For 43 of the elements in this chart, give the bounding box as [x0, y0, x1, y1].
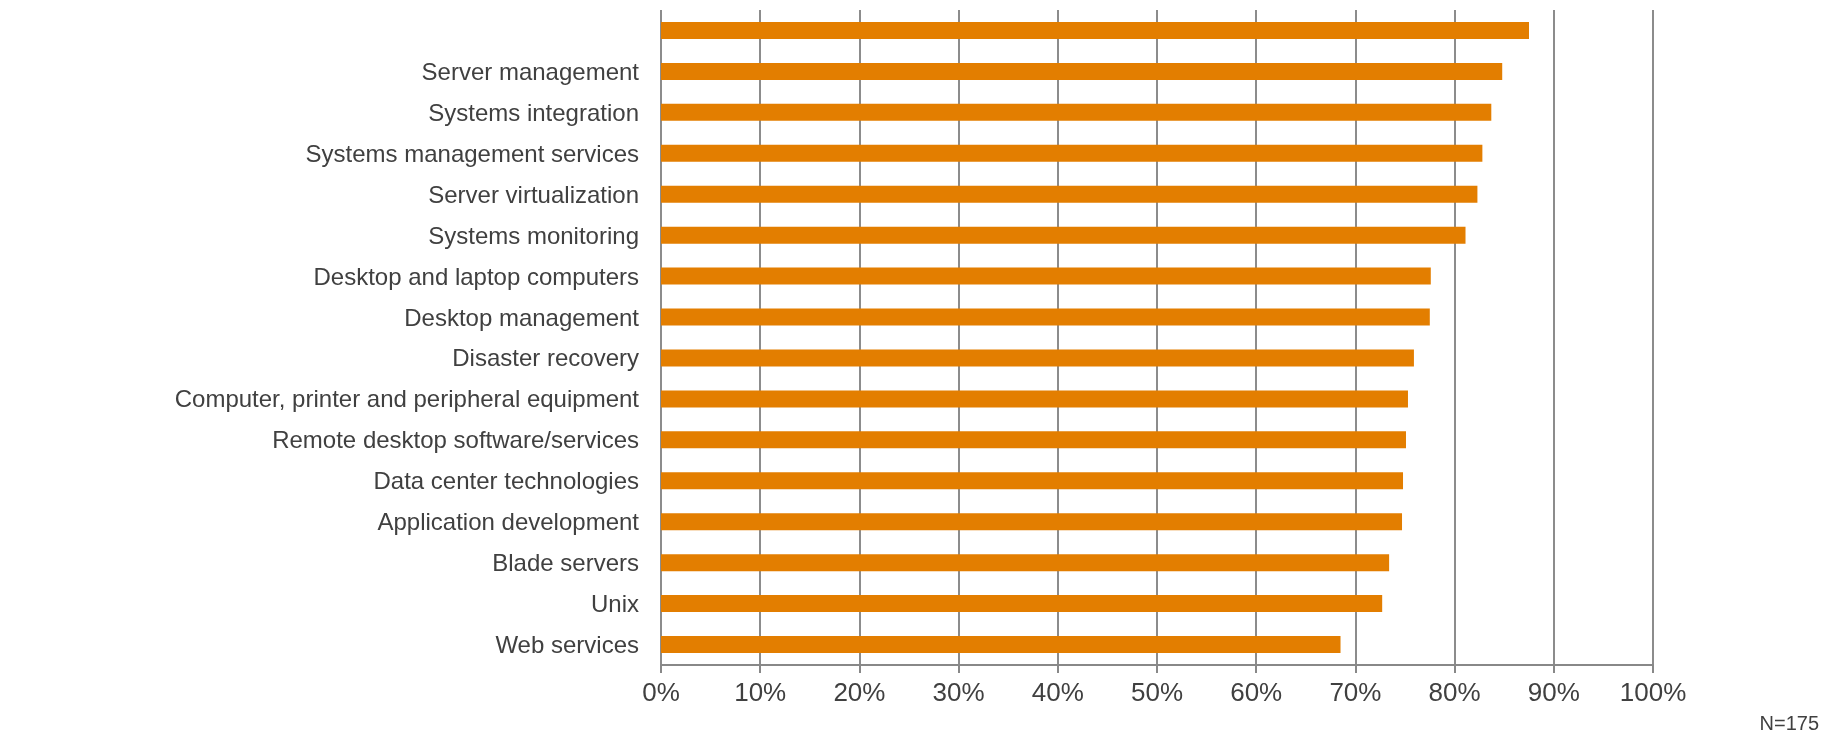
y-tick-label: Web services — [495, 631, 639, 659]
x-tick-label: 0% — [642, 677, 680, 707]
y-tick-label: Application development — [377, 508, 640, 536]
bar — [661, 554, 1390, 572]
y-tick-label: Blade servers — [492, 549, 639, 577]
bar — [661, 62, 1503, 80]
bar — [661, 267, 1431, 285]
y-tick-label: Data center technologies — [373, 467, 639, 495]
bar — [661, 431, 1406, 449]
bar — [661, 308, 1430, 326]
y-tick-label: Systems monitoring — [428, 221, 639, 249]
y-tick-label: Computer, printer and peripheral equipment — [174, 385, 640, 413]
x-tick-label: 60% — [1230, 677, 1283, 707]
x-tick-label: 70% — [1329, 677, 1382, 707]
bar — [661, 472, 1404, 490]
x-tick-label: 30% — [932, 677, 985, 707]
y-tick-label: Remote desktop software/services — [272, 426, 639, 454]
x-tick-label: 20% — [833, 677, 886, 707]
y-tick-label: Desktop management — [404, 303, 640, 331]
bar — [661, 595, 1383, 613]
bar — [661, 185, 1478, 203]
bar — [661, 103, 1492, 121]
y-tick-label: Desktop and laptop computers — [313, 262, 639, 290]
bar — [661, 226, 1466, 244]
y-tick-label: Systems integration — [428, 98, 639, 126]
x-tick-label: 10% — [734, 677, 787, 707]
bar — [661, 513, 1403, 531]
x-tick-label: 40% — [1031, 677, 1084, 707]
y-tick-label: Server management — [421, 57, 640, 85]
x-tick-label: 100% — [1619, 677, 1687, 707]
bar — [661, 349, 1414, 367]
x-tick-label: 90% — [1527, 677, 1580, 707]
bar — [661, 144, 1483, 162]
bar — [661, 390, 1408, 408]
text: N=175 — [1759, 712, 1820, 734]
bar — [661, 21, 1529, 39]
x-tick-label: 50% — [1130, 677, 1184, 707]
y-tick-label: Systems management services — [305, 139, 639, 167]
y-tick-label: Server virtualization — [428, 180, 639, 208]
y-tick-label: Disaster recovery — [452, 344, 639, 372]
x-tick-label: 80% — [1428, 677, 1481, 707]
bar — [661, 636, 1341, 654]
y-tick-label: Unix — [590, 590, 639, 618]
